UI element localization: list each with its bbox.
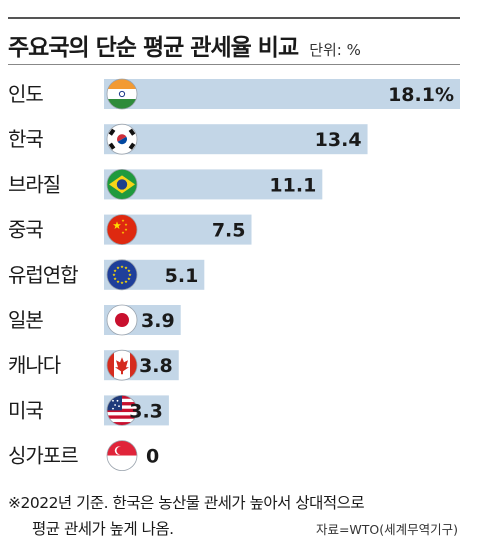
category-label: 미국 (8, 398, 43, 422)
footnote-line-2: 평균 관세가 높게 나옴. (32, 520, 174, 538)
category-label: 인도 (8, 82, 43, 106)
category-label: 유럽연합 (8, 263, 78, 287)
category-label: 일본 (8, 308, 43, 332)
value-label: 18.1% (388, 84, 454, 106)
bar-row: 미국 3.3 (8, 394, 169, 426)
category-label: 캐나다 (8, 353, 61, 377)
bar-row: 유럽연합 5.1 (8, 259, 205, 291)
canada-flag-icon (106, 349, 138, 381)
bar-row: 싱가포르 0 (8, 440, 159, 472)
value-label: 7.5 (212, 220, 246, 242)
eu-flag-icon (106, 259, 138, 291)
bar-row: 캐나다 3.8 (8, 349, 179, 381)
korea-flag-icon (106, 123, 138, 155)
top-rule (8, 17, 460, 19)
brazil-flag-icon (106, 169, 138, 200)
value-label: 3.8 (139, 355, 173, 377)
unit-label: 단위: % (309, 41, 361, 59)
singapore-flag-icon (106, 440, 138, 472)
bar-row: 한국 13.4 (8, 123, 368, 155)
india-flag-icon (106, 78, 138, 110)
value-label: 11.1 (269, 174, 316, 196)
japan-flag-icon (106, 304, 138, 336)
bar-row: 인도 18.1% (8, 78, 460, 110)
bar (104, 124, 368, 155)
value-label: 0 (146, 446, 159, 468)
bar-row: 일본 3.9 (8, 304, 181, 336)
value-label: 3.9 (141, 310, 175, 332)
bar-row: 브라질 11.1 (8, 169, 323, 200)
value-label: 5.1 (165, 265, 199, 287)
category-label: 브라질 (8, 172, 60, 196)
usa-flag-icon (106, 394, 138, 426)
china-flag-icon (106, 214, 138, 246)
bar (104, 169, 323, 200)
category-label: 중국 (8, 218, 43, 242)
title-divider (8, 64, 460, 65)
footnote-line-1: ※2022년 기준. 한국은 농산물 관세가 높아서 상대적으로 (8, 494, 365, 512)
category-label: 싱가포르 (8, 444, 78, 468)
value-label: 3.3 (129, 400, 163, 422)
source-label: 자료=WTO(세계무역기구) (315, 522, 458, 537)
title-row: 주요국의 단순 평균 관세율 비교 단위: % (8, 28, 361, 62)
bar (104, 79, 460, 109)
category-label: 한국 (8, 127, 43, 151)
footnote: ※2022년 기준. 한국은 농산물 관세가 높아서 상대적으로 평균 관세가 … (8, 490, 365, 542)
bar-row: 중국 7.5 (8, 214, 252, 246)
bar-chart: 인도 18.1% 한국 13.4 브라질 11.1 중국 7.5 유럽연합 5.1 일본 3.9 캐나다… (8, 78, 460, 472)
value-label: 13.4 (315, 129, 362, 151)
chart-title: 주요국의 단순 평균 관세율 비교 (8, 35, 299, 61)
